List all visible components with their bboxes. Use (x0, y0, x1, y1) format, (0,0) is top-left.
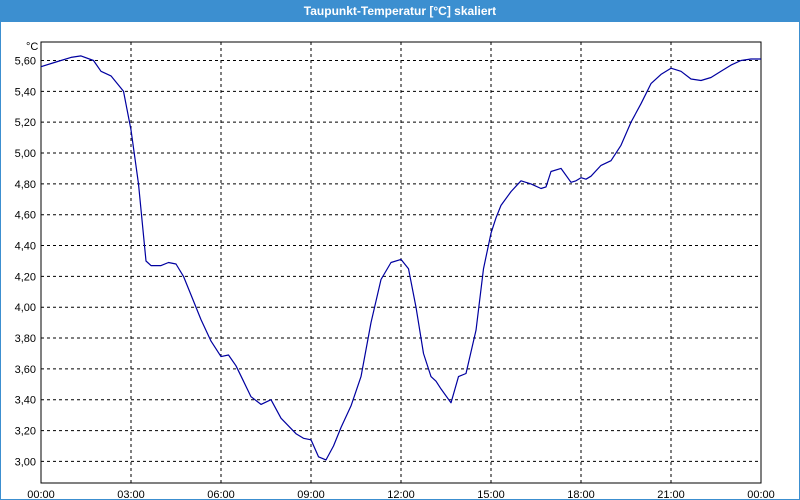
x-tick-time: 00:00 (27, 489, 55, 500)
y-tick-label: 5,40 (15, 86, 36, 98)
x-tick-time: 00:00 (747, 489, 775, 500)
x-tick-time: 03:00 (117, 489, 145, 500)
y-tick-label: 4,60 (15, 210, 36, 222)
y-tick-label: 5,20 (15, 117, 36, 129)
y-axis: °C 5,60 5,40 5,20 5,00 4,80 4,60 4,40 4,20 4,00 3… (15, 41, 39, 468)
y-axis-unit: °C (26, 41, 38, 53)
window-title: Taupunkt-Temperatur [°C] skaliert (1, 1, 799, 22)
chart-area: °C 5,60 5,40 5,20 5,00 4,80 4,60 4,40 4,20 4,00 3… (15, 41, 775, 500)
series-group (40, 55, 761, 461)
y-tick-label: 3,40 (15, 395, 36, 407)
y-tick-label: 3,80 (15, 333, 36, 345)
x-tick-time: 15:00 (477, 489, 505, 500)
x-tick-time: 12:00 (387, 489, 415, 500)
y-tick-label: 4,20 (15, 271, 36, 283)
y-tick-label: 5,00 (15, 148, 36, 160)
y-tick-label: 3,60 (15, 364, 36, 376)
x-tick-time: 18:00 (567, 489, 595, 500)
grid-lines (41, 42, 761, 483)
x-tick-time: 09:00 (297, 489, 325, 500)
x-tick-time: 06:00 (207, 489, 235, 500)
y-tick-label: 5,60 (15, 56, 36, 68)
y-tick-label: 4,80 (15, 179, 36, 191)
y-tick-label: 4,00 (15, 302, 36, 314)
y-tick-label: 3,20 (15, 426, 36, 438)
x-axis: 00:0014.10.1503:0014.10.1506:0014.10.150… (27, 489, 775, 500)
y-tick-label: 3,00 (15, 456, 36, 468)
x-tick-time: 21:00 (657, 489, 685, 500)
y-tick-label: 4,40 (15, 241, 36, 253)
series-line (40, 55, 761, 461)
